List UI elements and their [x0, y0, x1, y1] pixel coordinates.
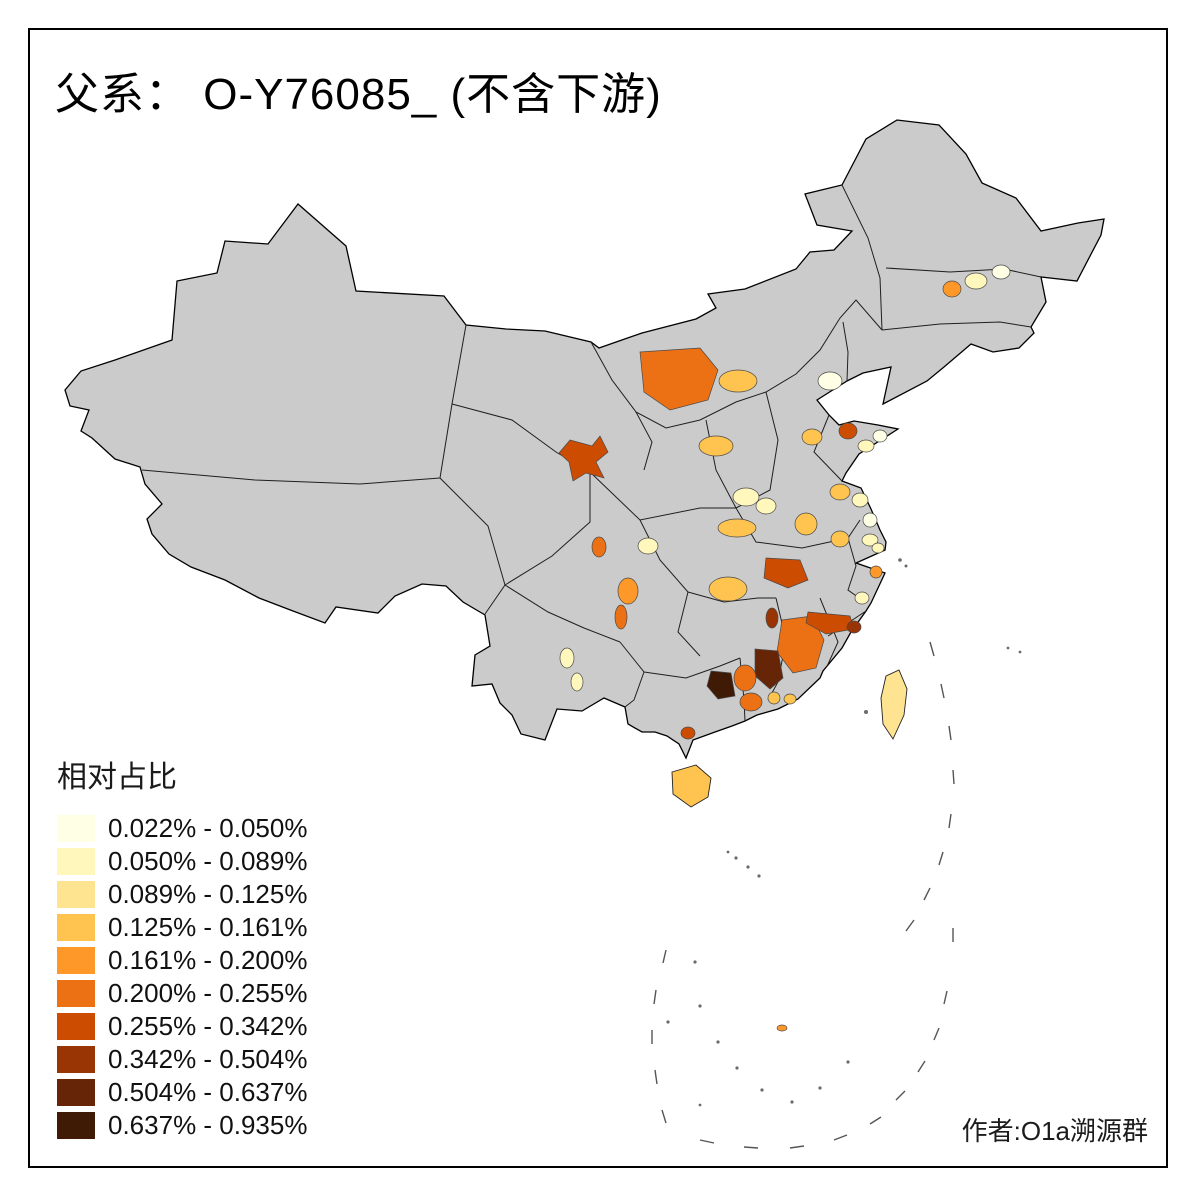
region-jiangxi-south — [754, 648, 784, 690]
region-shandong-northwest — [838, 422, 858, 440]
legend-swatch — [57, 947, 95, 974]
region-yunnan-northeast-1 — [559, 647, 575, 669]
legend-swatch — [57, 815, 95, 842]
islands — [671, 669, 908, 1032]
region-heilongjiang-east — [964, 272, 988, 290]
region-hebei-north — [817, 371, 843, 391]
region-shanghai — [871, 542, 885, 554]
region-hubei-east — [763, 557, 809, 589]
legend-label: 0.089% - 0.125% — [108, 879, 308, 909]
region-henan-southwest — [717, 518, 757, 538]
legend-item: 0.161% - 0.200% — [57, 944, 307, 977]
legend-item: 0.200% - 0.255% — [57, 977, 307, 1010]
legend-label: 0.125% - 0.161% — [108, 912, 308, 942]
legend-label: 0.255% - 0.342% — [108, 1011, 308, 1041]
region-gansu-lanzhou — [558, 435, 609, 482]
legend-item: 0.342% - 0.504% — [57, 1043, 307, 1076]
region-hainan — [671, 764, 712, 808]
legend-label: 0.022% - 0.050% — [108, 813, 308, 843]
legend-swatch — [57, 1046, 95, 1073]
region-jiangsu-south — [861, 533, 879, 547]
legend: 相对占比 0.022% - 0.050% 0.050% - 0.089% 0.0… — [57, 752, 307, 1142]
legend-label: 0.200% - 0.255% — [108, 978, 308, 1008]
legend-swatch — [57, 914, 95, 941]
legend-item: 0.255% - 0.342% — [57, 1010, 307, 1043]
region-zhejiang-coast — [869, 565, 883, 579]
region-taiwan — [880, 669, 908, 740]
legend-title: 相对占比 — [57, 761, 177, 794]
region-yunnan-northeast-2 — [570, 672, 584, 692]
region-heilongjiang-central — [942, 280, 962, 298]
region-south-sea-island — [776, 1024, 788, 1032]
region-shanxi-north — [718, 369, 758, 393]
region-sichuan-northeast — [637, 537, 659, 555]
legend-swatch — [57, 1013, 95, 1040]
legend-item: 0.637% - 0.935% — [57, 1109, 307, 1142]
region-hebei-south — [801, 428, 823, 446]
legend-label: 0.637% - 0.935% — [108, 1110, 308, 1140]
region-sichuan-chengdu — [617, 577, 639, 605]
legend-item: 0.050% - 0.089% — [57, 845, 307, 878]
region-fujian-north — [805, 611, 855, 635]
region-zhejiang-inland — [854, 591, 870, 605]
legend-swatch — [57, 848, 95, 875]
region-shandong-peninsula — [872, 429, 888, 443]
legend-label: 0.504% - 0.637% — [108, 1077, 308, 1107]
legend-label: 0.161% - 0.200% — [108, 945, 308, 975]
region-jiangsu-north — [851, 492, 869, 508]
region-jiangxi-north — [765, 607, 779, 629]
legend-item: 0.125% - 0.161% — [57, 911, 307, 944]
highlighted-regions — [558, 264, 1011, 740]
region-heilongjiang-northeast — [991, 264, 1011, 280]
sea-islands — [666, 558, 1022, 1107]
map-title: 父系： O-Y76085_ (不含下游) — [55, 70, 662, 119]
region-guangdong-north — [739, 692, 763, 712]
legend-swatch — [57, 980, 95, 1007]
region-sichuan-north — [591, 536, 607, 558]
region-shandong-central — [857, 439, 875, 453]
region-hunan-south — [706, 670, 736, 700]
region-jiangsu-northwest — [829, 483, 851, 501]
china-mainland — [64, 119, 1105, 760]
region-inner-mongolia-west — [639, 347, 719, 411]
legend-item: 0.504% - 0.637% — [57, 1076, 307, 1109]
legend-label: 0.342% - 0.504% — [108, 1044, 308, 1074]
legend-swatch — [57, 881, 95, 908]
region-shanxi-south — [698, 435, 734, 457]
region-jiangsu-central — [862, 512, 878, 528]
region-zhejiang-south — [846, 620, 862, 634]
legend-label: 0.050% - 0.089% — [108, 846, 308, 876]
region-anhui-north — [830, 530, 850, 548]
region-hunan-east — [733, 664, 757, 692]
legend-item: 0.022% - 0.050% — [57, 812, 307, 845]
author-credit: 作者:O1a溯源群 — [961, 1116, 1148, 1146]
region-shaanxi-north-2 — [755, 497, 777, 515]
legend-item: 0.089% - 0.125% — [57, 878, 307, 911]
region-chongqing-hubei-west — [708, 576, 748, 602]
legend-swatch — [57, 1112, 95, 1139]
region-guangdong-east-1 — [767, 691, 781, 705]
nine-dash-line — [651, 641, 955, 1149]
region-guangxi-south — [680, 726, 696, 740]
region-guangdong-east-2 — [783, 693, 797, 705]
region-shaanxi-north-1 — [732, 487, 760, 507]
region-sichuan-south — [614, 604, 628, 630]
region-henan-central — [794, 512, 818, 536]
legend-swatch — [57, 1079, 95, 1106]
